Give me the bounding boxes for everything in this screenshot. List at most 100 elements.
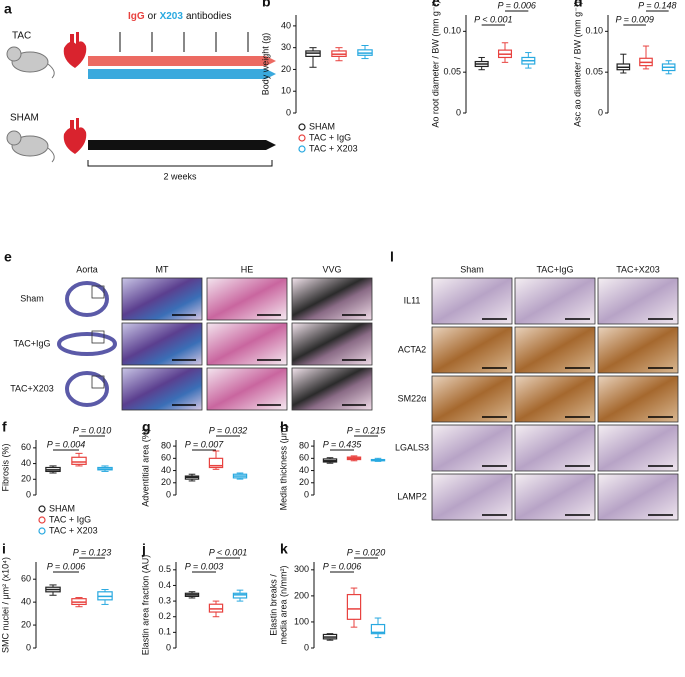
y-axis-label: Elastin area fraction (AU) [140,555,150,656]
syringes [119,32,249,52]
ihc-image [431,277,513,325]
column-header: TAC+IgG [536,264,573,274]
or-label: or [148,11,158,22]
histology-image [121,277,203,321]
histology-image [291,277,373,321]
y-tick-label: 0.5 [158,564,171,574]
ihc-image [514,277,596,325]
panel-label: i [2,541,6,557]
y-tick-label: 300 [294,564,309,574]
ihc-image [514,375,596,423]
box [370,623,386,635]
y-axis-label: media area (n/mm²) [278,565,288,644]
ihc-image [597,375,679,423]
ihc-image [597,326,679,374]
histology-image [121,367,203,411]
y-tick-label: 30 [281,42,291,52]
y-tick-label: 20 [299,477,309,487]
y-tick-label: 0 [456,107,461,117]
panel-label: c [432,0,440,10]
legend-label: TAC + X203 [309,143,358,153]
p-value: P = 0.003 [185,561,223,571]
y-tick-label: 20 [21,474,31,484]
legend-label: TAC + IgG [309,132,351,142]
legend-marker [298,123,306,131]
row-label: ACTA2 [398,344,426,354]
y-axis-label: SMC nuclei / μm² (x10⁴) [0,557,10,653]
y-tick-label: 0 [26,642,31,652]
p-value: P = 0.006 [323,561,361,571]
aorta-ring [65,371,109,407]
ihc-image [431,375,513,423]
p-value: P = 0.006 [47,561,85,571]
legend-label: TAC + IgG [49,514,91,524]
y-tick-label: 0.3 [158,595,171,605]
y-tick-label: 40 [161,465,171,475]
ihc-image [431,473,513,521]
p-value: P = 0.123 [73,547,111,557]
y-tick-label: 60 [21,574,31,584]
y-tick-label: 60 [21,442,31,452]
y-tick-label: 20 [281,64,291,74]
panel-label: g [142,419,151,435]
y-axis-label: Asc ao diameter / BW (mm g⁻¹) [572,1,582,127]
legend-label: SHAM [49,503,75,513]
legend-marker [298,134,306,142]
p-value: P < 0.001 [209,547,247,557]
y-tick-label: 40 [281,20,291,30]
y-tick-label: 0.05 [585,67,603,77]
column-header: TAC+X203 [616,264,660,274]
x203-label: X203 [160,11,184,22]
y-tick-label: 0 [166,489,171,499]
legend-label: TAC + X203 [49,525,98,535]
mouse-icon [6,46,55,79]
ihc-image [431,424,513,472]
y-tick-label: 0 [598,107,603,117]
panel-a: a IgG or X203 antibodies TAC SHAM 2 weeks [4,1,276,181]
legend-marker [38,516,46,524]
y-tick-label: 0 [304,489,309,499]
y-tick-label: 40 [21,458,31,468]
aorta-ring [65,281,109,317]
p-value: P = 0.020 [347,547,385,557]
p-value: P = 0.006 [497,0,535,10]
y-tick-label: 20 [21,619,31,629]
y-tick-label: 0 [286,107,291,117]
panel-label: d [574,0,583,10]
panel-label: a [4,1,12,17]
p-value: P = 0.032 [209,425,247,435]
row-label: Sham [20,293,44,303]
p-value: P = 0.007 [185,439,224,449]
igg-label: IgG [128,11,145,22]
histology-image [291,322,373,366]
y-tick-label: 0.05 [443,67,461,77]
y-tick-label: 100 [294,616,309,626]
p-value: P = 0.148 [638,0,676,10]
y-tick-label: 0 [304,642,309,652]
duration-label: 2 weeks [163,171,197,181]
column-header: HE [241,264,254,274]
row-label: TAC+IgG [13,338,50,348]
y-tick-label: 80 [299,440,309,450]
box [208,603,224,613]
mouse-icon [6,130,55,163]
ihc-image [514,473,596,521]
row-label: IL11 [404,295,421,305]
histology-image [291,367,373,411]
y-tick-label: 40 [21,597,31,607]
igg-arrow [88,56,276,66]
box [71,456,87,465]
ihc-image [597,473,679,521]
row-label: LAMP2 [397,491,427,501]
ihc-image [514,326,596,374]
aorta-ring [57,332,117,356]
y-tick-label: 0.4 [158,580,171,590]
y-tick-label: 10 [281,86,291,96]
p-value: P = 0.435 [323,439,362,449]
column-header: VVG [322,264,341,274]
histology-image [121,322,203,366]
zoom-box [91,330,105,344]
panel-label: f [2,419,7,435]
panel-label: j [141,541,146,557]
